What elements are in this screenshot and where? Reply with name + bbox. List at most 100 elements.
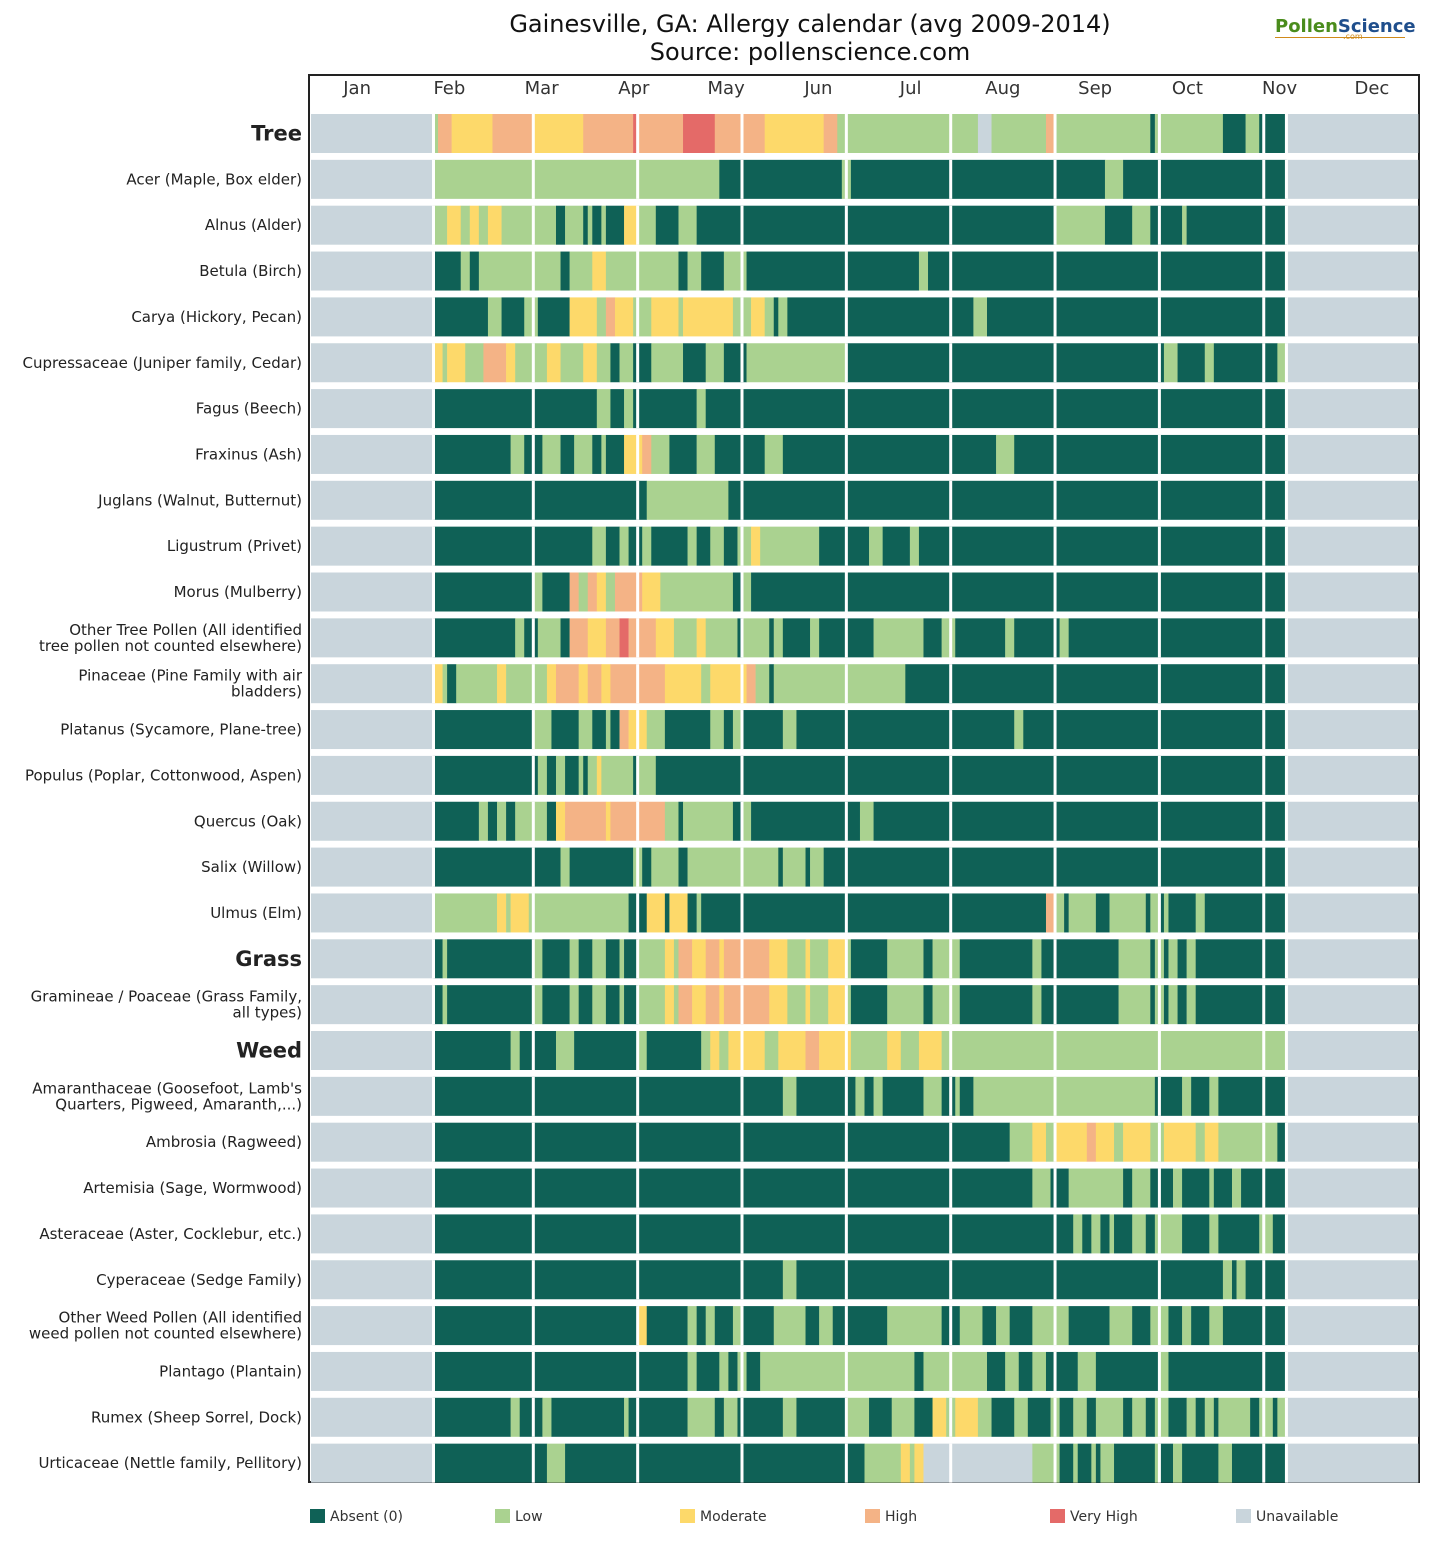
month-gap (949, 1031, 953, 1070)
row-label: Fraxinus (Ash) (195, 445, 302, 463)
heatmap-cell (311, 1351, 434, 1391)
month-gap (949, 893, 953, 933)
month-gap (740, 251, 744, 291)
heatmap-cell (1109, 1214, 1115, 1254)
heatmap-cell (1177, 985, 1187, 1025)
heatmap-cell (1027, 1397, 1051, 1437)
heatmap-cell (683, 801, 734, 841)
month-gap (1157, 526, 1161, 566)
heatmap-cell (605, 710, 611, 750)
row-label: Rumex (Sheep Sorrel, Dock) (91, 1408, 302, 1426)
heatmap-cell (587, 755, 598, 795)
legend-swatch (310, 1509, 325, 1523)
month-gap (1157, 1306, 1161, 1346)
heatmap-cell (746, 251, 920, 291)
month-gap (1262, 710, 1266, 750)
heatmap-cell (1091, 1443, 1097, 1483)
heatmap-cell (311, 526, 434, 566)
heatmap-cell (628, 618, 657, 658)
heatmap-cell (764, 297, 775, 337)
heatmap-cell (478, 251, 561, 291)
heatmap-cell (560, 847, 570, 887)
heatmap-cell (1177, 343, 1206, 383)
heatmap-cell (1082, 1214, 1092, 1254)
logo-underline (1275, 37, 1405, 38)
month-gap (636, 801, 640, 841)
heatmap-cell (692, 985, 707, 1025)
month-label: Sep (1078, 78, 1112, 99)
month-gap (949, 1443, 953, 1483)
month-gap (531, 297, 535, 337)
heatmap-cell (828, 939, 847, 979)
heatmap-cell (1055, 893, 1065, 933)
heatmap-cell (1286, 710, 1419, 750)
month-gap (1284, 572, 1288, 612)
heatmap-cell (542, 1397, 552, 1437)
month-gap (531, 1214, 535, 1254)
heatmap-cell (601, 205, 607, 245)
month-gap (740, 1214, 744, 1254)
heatmap-cell (705, 389, 1287, 429)
heatmap-cell (1150, 1168, 1174, 1208)
heatmap-cell (592, 939, 607, 979)
month-gap (844, 1260, 848, 1300)
month-gap (1284, 389, 1288, 429)
month-gap (1053, 251, 1057, 291)
legend-label: Absent (0) (330, 1509, 403, 1525)
heatmap-cell (1073, 1397, 1088, 1437)
heatmap-cell (887, 985, 924, 1025)
heatmap-cell (787, 939, 806, 979)
heatmap-cell (696, 1351, 720, 1391)
month-gap (531, 1076, 535, 1116)
heatmap-cell (742, 618, 770, 658)
month-gap (432, 343, 435, 383)
heatmap-cell (664, 893, 670, 933)
heatmap-cell (1286, 480, 1419, 520)
month-gap (1053, 1076, 1057, 1116)
heatmap-cell (1286, 847, 1419, 887)
heatmap-cell (469, 251, 480, 291)
heatmap-cell (805, 847, 811, 887)
month-gap (531, 480, 535, 520)
heatmap-cell (311, 664, 434, 704)
month-gap (740, 114, 744, 153)
heatmap-cell (932, 985, 961, 1025)
month-gap (740, 205, 744, 245)
heatmap-cell (528, 893, 629, 933)
heatmap-cell (1286, 159, 1419, 199)
heatmap-cell (687, 1397, 716, 1437)
heatmap-cell (1086, 1122, 1097, 1162)
heatmap-cell (787, 985, 806, 1025)
heatmap-cell (796, 1397, 847, 1437)
month-gap (844, 618, 848, 658)
month-gap (949, 251, 953, 291)
heatmap-cell (1182, 1306, 1192, 1346)
heatmap-cell (1118, 939, 1151, 979)
month-gap (432, 251, 435, 291)
heatmap-cell (433, 664, 443, 704)
heatmap-cell (678, 847, 688, 887)
heatmap-cell (723, 710, 734, 750)
heatmap-cell (497, 664, 507, 704)
heatmap-cell (565, 755, 579, 795)
heatmap-cell (1195, 1397, 1206, 1437)
month-gap (1262, 1031, 1266, 1070)
heatmap-cell (1032, 1168, 1051, 1208)
heatmap-cell (755, 664, 770, 704)
heatmap-cell (1191, 1306, 1210, 1346)
heatmap-cell (1286, 251, 1419, 291)
legend-label: Low (515, 1509, 543, 1525)
month-gap (1157, 1397, 1161, 1437)
month-gap (1284, 985, 1288, 1025)
month-gap (1284, 526, 1288, 566)
heatmap-cell (610, 710, 620, 750)
month-gap (949, 343, 953, 383)
heatmap-cell (592, 434, 602, 474)
month-gap (1053, 985, 1057, 1025)
month-gap (949, 618, 953, 658)
month-gap (1157, 205, 1161, 245)
heatmap-cell (637, 939, 666, 979)
heatmap-cell (642, 526, 652, 566)
month-gap (949, 985, 953, 1025)
row-label: Cupressaceae (Juniper family, Cedar) (23, 354, 302, 372)
